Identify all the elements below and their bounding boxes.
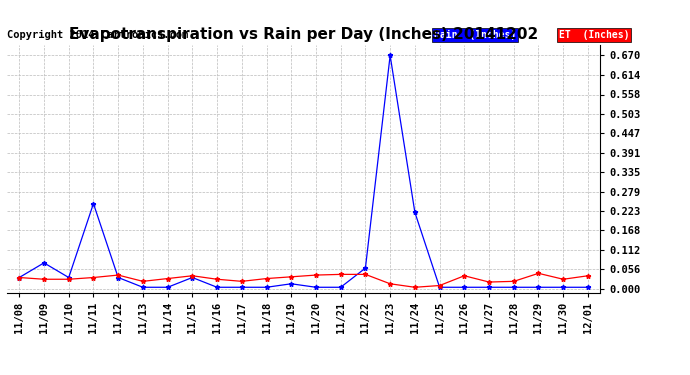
Text: Rain  (Inches): Rain (Inches) xyxy=(433,30,516,40)
Text: ET  (Inches): ET (Inches) xyxy=(559,30,629,40)
Text: Copyright 2014 Cartronics.com: Copyright 2014 Cartronics.com xyxy=(7,30,188,39)
Title: Evapotranspiration vs Rain per Day (Inches) 20141202: Evapotranspiration vs Rain per Day (Inch… xyxy=(69,27,538,42)
